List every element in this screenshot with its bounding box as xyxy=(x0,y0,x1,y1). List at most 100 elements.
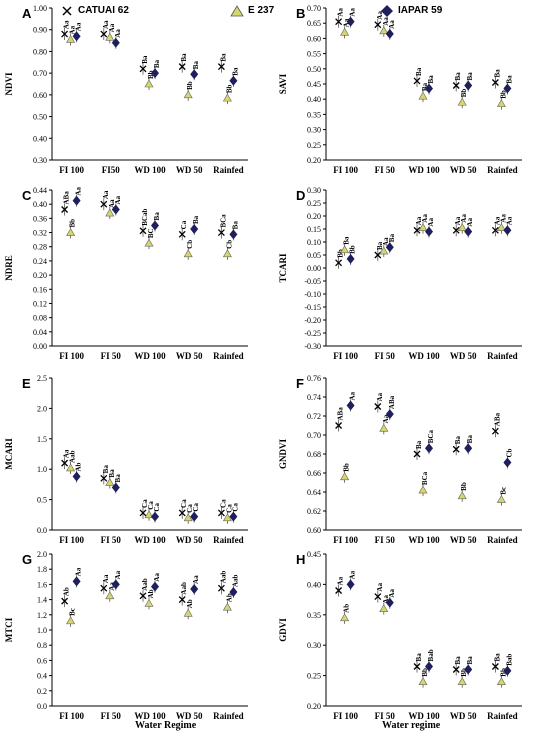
x-tick-label: Rainfed xyxy=(213,351,244,361)
y-tick-label: 0.65 xyxy=(307,19,321,28)
y-tick-label: 0.66 xyxy=(307,469,321,478)
point-catuai-62 xyxy=(413,226,421,234)
y-tick-label: 0.50 xyxy=(33,113,47,122)
y-tick-label: 0.44 xyxy=(33,186,47,195)
point-e-237 xyxy=(66,616,76,625)
y-tick-label: -0.10 xyxy=(304,290,321,299)
point-iapar-59 xyxy=(464,80,473,91)
point-catuai-62 xyxy=(178,509,186,517)
x-tick-label: Rainfed xyxy=(487,165,518,175)
significance-label: Aa xyxy=(102,20,110,29)
significance-label: Ba xyxy=(114,474,122,483)
significance-label: Aa xyxy=(343,18,351,27)
x-tick-label: WD 50 xyxy=(450,351,477,361)
point-iapar-59 xyxy=(385,28,394,39)
x-tick-label: WD 100 xyxy=(134,711,166,721)
y-tick-label: 0.0 xyxy=(37,526,47,535)
point-e-237 xyxy=(418,677,428,685)
significance-label: Aa xyxy=(376,392,384,401)
point-catuai-62 xyxy=(374,251,382,259)
y-axis-label: MTCI xyxy=(4,617,14,642)
point-catuai-62 xyxy=(217,584,225,592)
y-tick-label: 0.30 xyxy=(307,641,321,650)
significance-label: Ba xyxy=(231,221,239,230)
point-catuai-62 xyxy=(178,230,186,238)
point-e-237 xyxy=(144,79,154,88)
point-e-237 xyxy=(418,223,428,231)
significance-label: Aa xyxy=(63,449,71,458)
x-tick-label: Rainfed xyxy=(213,535,244,545)
point-iapar-59 xyxy=(385,597,394,608)
point-catuai-62 xyxy=(61,459,69,467)
point-e-237 xyxy=(183,608,193,617)
y-tick-label: 0.35 xyxy=(307,110,321,119)
point-e-237 xyxy=(340,245,350,254)
y-tick-label: 0.20 xyxy=(307,156,321,165)
y-tick-label: 0.12 xyxy=(33,299,47,308)
significance-label: Aa xyxy=(349,570,357,579)
significance-label: Ba xyxy=(102,465,110,474)
y-tick-label: -0.05 xyxy=(304,277,321,286)
significance-label: Bb xyxy=(186,81,194,90)
point-catuai-62 xyxy=(217,509,225,517)
significance-label: Aa xyxy=(75,187,83,196)
point-catuai-62 xyxy=(100,474,108,482)
point-catuai-62 xyxy=(139,65,147,73)
panel-letter: D xyxy=(296,188,305,203)
x-marker-icon xyxy=(62,6,72,16)
point-iapar-59 xyxy=(151,220,159,231)
point-e-237 xyxy=(379,604,389,613)
point-catuai-62 xyxy=(100,584,108,592)
significance-label: Bb xyxy=(337,249,345,258)
x-tick-label: WD 100 xyxy=(134,351,166,361)
point-e-237 xyxy=(379,423,389,432)
x-tick-label: FI 100 xyxy=(59,535,84,545)
significance-label: Aa xyxy=(376,583,384,592)
significance-label: Aa xyxy=(192,575,200,584)
point-catuai-62 xyxy=(374,403,382,410)
y-tick-label: 0.68 xyxy=(307,450,321,459)
x-tick-label: WD 100 xyxy=(134,165,166,175)
point-e-237 xyxy=(457,97,467,106)
x-tick-label: FI 100 xyxy=(333,711,358,721)
point-iapar-59 xyxy=(229,229,238,240)
significance-label: Ca xyxy=(192,503,200,512)
y-tick-label: -0.30 xyxy=(304,342,321,351)
x-tick-label: Rainfed xyxy=(487,535,518,545)
significance-label: Aa xyxy=(493,216,501,225)
point-catuai-62 xyxy=(217,229,225,237)
point-catuai-62 xyxy=(452,226,460,234)
y-tick-label: 0.45 xyxy=(307,550,321,559)
significance-label: Bc xyxy=(499,487,507,495)
significance-label: Bb xyxy=(421,668,429,677)
significance-label: Aa xyxy=(337,8,345,17)
significance-label: Bb xyxy=(147,70,155,79)
y-tick-label: 0.80 xyxy=(33,47,47,56)
point-e-237 xyxy=(496,677,506,685)
y-tick-label: 0.36 xyxy=(33,214,47,223)
y-axis-label: GNDVI xyxy=(278,439,288,469)
y-tick-label: 1.6 xyxy=(37,580,47,589)
y-axis-label: GDVI xyxy=(278,618,288,642)
y-tick-label: 0.55 xyxy=(307,50,321,59)
significance-label: Bb xyxy=(69,219,77,228)
significance-label: Ba xyxy=(141,55,149,64)
y-tick-label: 0.74 xyxy=(307,393,321,402)
y-tick-label: 0.20 xyxy=(307,702,321,711)
significance-label: BCa xyxy=(219,214,227,228)
y-tick-label: 0.00 xyxy=(307,264,321,273)
significance-label: Ba xyxy=(376,241,384,250)
x-tick-label: FI 50 xyxy=(375,535,396,545)
x-tick-label: FI 100 xyxy=(333,535,358,545)
y-tick-label: 0.25 xyxy=(307,199,321,208)
x-tick-label: Rainfed xyxy=(213,165,244,175)
point-e-237 xyxy=(144,510,154,519)
point-iapar-59 xyxy=(464,443,473,454)
point-iapar-59 xyxy=(72,576,81,587)
point-iapar-59 xyxy=(346,579,355,590)
panel-A: 0.30 0.40 0.50 0.60 0.70 0.80 0.90 1.00A NDVI FI … xyxy=(4,4,248,175)
significance-label: ABa xyxy=(63,191,71,205)
point-iapar-59 xyxy=(229,511,238,522)
significance-label: Bb xyxy=(460,482,468,491)
x-tick-label: WD 50 xyxy=(450,165,477,175)
